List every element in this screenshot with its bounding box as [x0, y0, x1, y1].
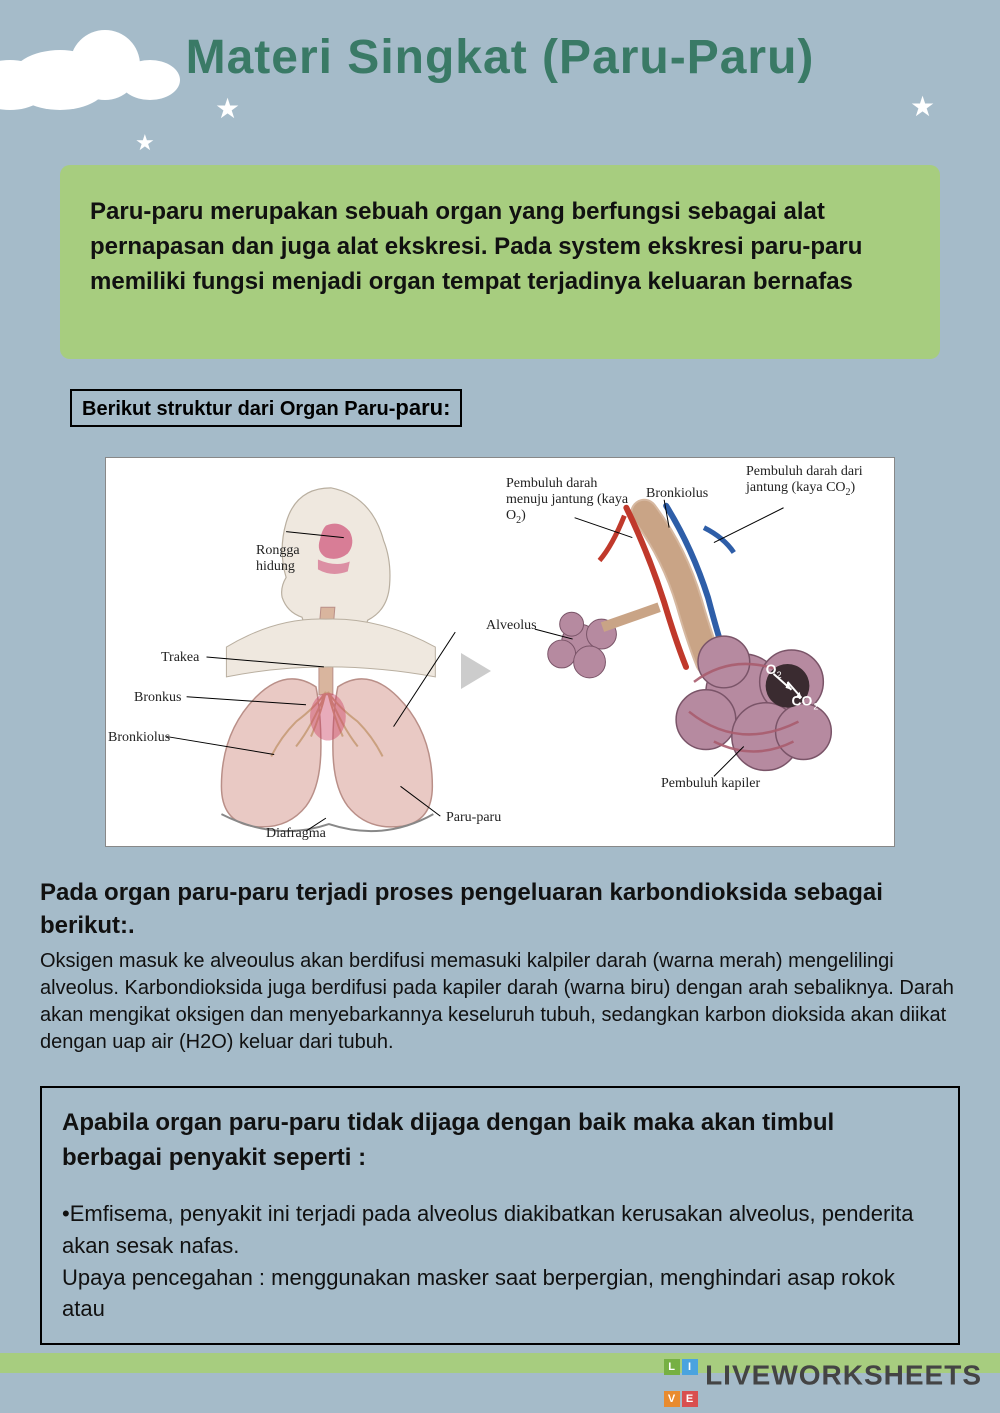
star-icon: ★: [910, 90, 935, 123]
svg-text:O: O: [766, 661, 777, 677]
disease-box: Apabila organ paru-paru tidak dijaga den…: [40, 1086, 960, 1345]
lung-diagram: O 2 CO 2 Ronggahidung Trakea Bronkus Bro…: [105, 457, 895, 847]
label-alveolus: Alveolus: [486, 618, 537, 634]
process-body: Oksigen masuk ke alveoulus akan berdifus…: [40, 948, 960, 1056]
star-icon: ★: [135, 130, 155, 156]
disease-prevent: Upaya pencegahan : menggunakan masker sa…: [62, 1262, 938, 1326]
label-trakea: Trakea: [161, 650, 199, 666]
label-pembuluh-menuju: Pembuluh darah menuju jantung (kaya O2): [506, 476, 636, 526]
svg-text:CO: CO: [791, 693, 812, 709]
label-pembuluh-kapiler: Pembuluh kapiler: [661, 776, 760, 792]
label-bronkus: Bronkus: [134, 690, 181, 706]
disease-item: •Emfisema, penyakit ini terjadi pada alv…: [62, 1198, 938, 1262]
intro-box: Paru-paru merupakan sebuah organ yang be…: [60, 165, 940, 359]
label-bronkiolus-left: Bronkiolus: [108, 730, 170, 746]
svg-text:2: 2: [813, 702, 818, 712]
watermark-text: LIVEWORKSHEETS: [705, 1359, 982, 1390]
disease-lead: Apabila organ paru-paru tidak dijaga den…: [62, 1106, 938, 1176]
label-rongga-hidung: Ronggahidung: [256, 543, 300, 575]
watermark-badge: LI VE: [663, 1345, 699, 1409]
label-paru-paru: Paru-paru: [446, 810, 501, 826]
label-pembuluh-dari: Pembuluh darah dari jantung (kaya CO2): [746, 464, 876, 498]
structure-label: Berikut struktur dari Organ Paru-paru:: [70, 389, 462, 427]
label-diafragma: Diafragma: [266, 826, 326, 842]
intro-text: Paru-paru merupakan sebuah organ yang be…: [90, 198, 862, 295]
label-bronkiolus-right: Bronkiolus: [646, 486, 708, 502]
process-heading: Pada organ paru-paru terjadi proses peng…: [40, 877, 960, 942]
svg-text:2: 2: [777, 670, 782, 680]
cloud-decoration: [0, 20, 170, 110]
watermark: LI VE LIVEWORKSHEETS: [663, 1345, 982, 1409]
arrow-icon: [461, 653, 491, 689]
star-icon: ★: [215, 92, 240, 125]
